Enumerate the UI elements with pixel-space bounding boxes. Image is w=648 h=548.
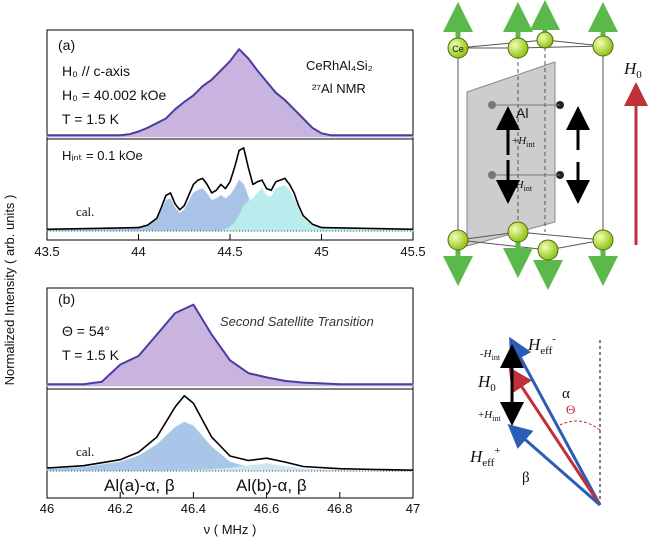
h0-label: H0 <box>477 372 496 394</box>
spectrum-area <box>46 421 413 472</box>
spectrum-area <box>47 462 413 472</box>
spin-arrows <box>443 0 618 290</box>
plots: Normalized Intensity ( arb. units ) (a) H… <box>2 29 426 537</box>
atoms <box>447 31 614 261</box>
spectrum-area <box>46 179 413 232</box>
heff-label: Heff- <box>527 333 556 357</box>
annotation: H₀ // c-axis <box>62 63 130 79</box>
annotation: Second Satellite Transition <box>220 314 374 329</box>
annotation: Hᵢₙₜ = 0.1 kOe <box>62 148 143 163</box>
cell-edge <box>457 39 604 49</box>
hint-label: +Hint <box>512 135 535 149</box>
x-axis-label: ν ( MHz ) <box>204 522 257 537</box>
plane <box>466 61 556 247</box>
annotation: ²⁷Al NMR <box>312 81 366 96</box>
annotation: T = 1.5 K <box>62 111 120 127</box>
al-spins <box>496 106 590 204</box>
x-tick-label: 46.6 <box>254 501 279 516</box>
annotation: (b) <box>58 291 75 307</box>
x-tick-label: 44.5 <box>217 244 242 259</box>
hint-label: -Hint <box>480 348 501 362</box>
theta-arc <box>559 420 601 431</box>
hint-label: -Hint <box>512 179 533 193</box>
alpha-label: α <box>562 386 570 402</box>
annotation: Θ = 54° <box>62 323 110 339</box>
x-tick-label: 46.8 <box>327 501 352 516</box>
spectrum-line <box>47 48 413 137</box>
annotation: CeRhAl₄Si₂ <box>306 58 373 73</box>
annotation: Al(b)-α, β <box>236 476 307 495</box>
annotation: (a) <box>58 37 75 53</box>
x-tick-label: 43.5 <box>34 244 59 259</box>
annotation: cal. <box>76 444 94 459</box>
annotation: cal. <box>76 204 94 219</box>
x-tick-label: 45 <box>314 244 328 259</box>
al-label: Al <box>516 105 528 121</box>
heff-label: Heff+ <box>469 445 501 469</box>
theta-label: Θ <box>566 402 575 417</box>
h0-arrow <box>508 366 602 506</box>
x-tick-label: 46 <box>40 501 54 516</box>
annotation: H₀ = 40.002 kOe <box>62 87 166 103</box>
h0-label: H0 <box>623 59 642 81</box>
x-tick-label: 47 <box>406 501 420 516</box>
crystal-diagram: Ce Al +Hint -Hint H0 <box>443 0 648 290</box>
x-tick-label: 44 <box>131 244 145 259</box>
y-axis-label: Normalized Intensity ( arb. units ) <box>2 195 17 386</box>
spectrum-line <box>46 147 414 231</box>
hint-label: +Hint <box>478 409 501 423</box>
spectrum-line <box>47 303 413 386</box>
spectrum-line <box>46 395 414 471</box>
al-atoms <box>488 101 564 179</box>
spectrum-area <box>47 184 414 232</box>
beta-label: β <box>522 470 530 486</box>
annotation: T = 1.5 K <box>62 347 120 363</box>
heff-plus-arrow <box>507 424 601 507</box>
vector-diagram: -Hint H0 +Hint Heff- Heff+ α Θ β <box>469 333 602 507</box>
panel-b-frame <box>46 287 414 499</box>
atom-label: Ce <box>452 44 464 54</box>
x-tick-label: 46.4 <box>181 501 206 516</box>
annotation: Al(a)-α, β <box>104 476 175 495</box>
x-tick-label: 46.2 <box>108 501 133 516</box>
x-tick-label: 45.5 <box>400 244 425 259</box>
